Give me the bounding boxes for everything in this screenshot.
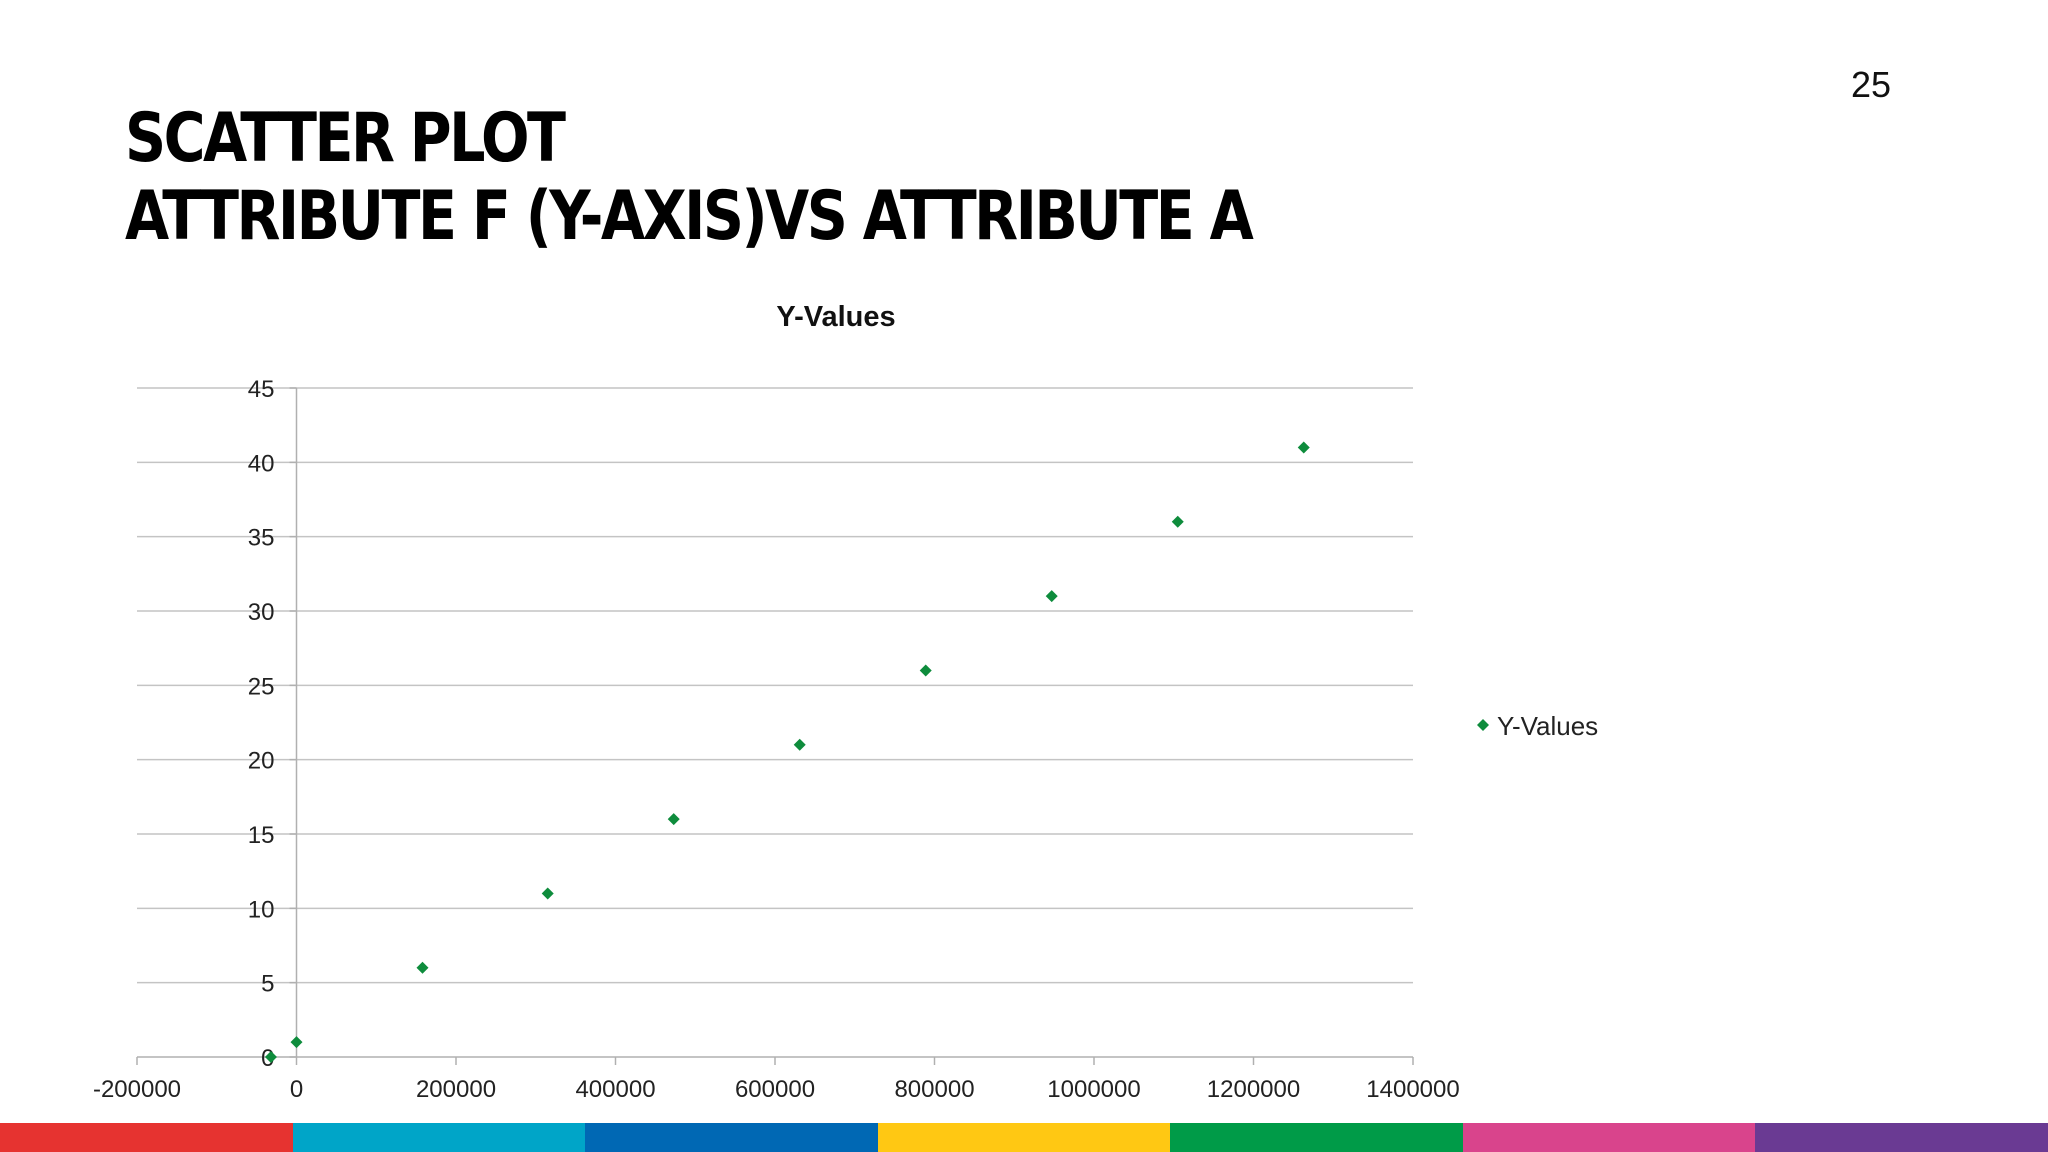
data-point (1171, 515, 1184, 528)
slide-title-line-1: SCATTER PLOT (125, 99, 566, 178)
legend-label: Y-Values (1497, 711, 1598, 741)
x-tick-label: 1000000 (1047, 1076, 1140, 1103)
x-tick-label: 400000 (575, 1076, 655, 1103)
axes (136, 387, 1414, 1065)
y-tick-label: 5 (261, 971, 274, 998)
slide-number: 25 (1851, 64, 1892, 105)
x-tick-label: 1400000 (1366, 1076, 1459, 1103)
data-point (541, 887, 554, 900)
data-point (667, 813, 680, 826)
y-tick-label: 25 (248, 673, 275, 700)
y-tick-label: 15 (248, 822, 275, 849)
y-tick-label: 20 (248, 748, 275, 775)
footer-color-segment (0, 1123, 293, 1152)
legend: Y-Values (1477, 711, 1598, 741)
legend-marker (1477, 719, 1489, 731)
data-point (1297, 441, 1310, 454)
x-tick-label: 600000 (735, 1076, 815, 1103)
y-tick-label: 40 (248, 450, 275, 477)
data-point (919, 664, 932, 677)
data-point (416, 961, 429, 974)
x-tick-label: 200000 (416, 1076, 496, 1103)
x-tick-label: 0 (290, 1076, 303, 1103)
chart-title: Y-Values (776, 301, 895, 333)
footer-color-bar (0, 1123, 2048, 1152)
data-point (1045, 590, 1058, 603)
slide-title: SCATTER PLOT ATTRIBUTE F (Y-AXIS)VS ATTR… (125, 99, 1254, 256)
footer-color-segment (877, 1123, 1171, 1152)
slide-title-line-2: ATTRIBUTE F (Y-AXIS)VS ATTRIBUTE A (125, 177, 1254, 256)
tick-labels: 051015202530354045-200000020000040000060… (93, 376, 1460, 1103)
data-point (264, 1051, 277, 1063)
footer-color-segment (1755, 1123, 2048, 1152)
y-tick-label: 35 (248, 525, 275, 552)
footer-color-segment (292, 1123, 586, 1152)
x-tick-label: 800000 (894, 1076, 974, 1103)
data-point (793, 738, 806, 751)
gridlines (137, 387, 1413, 984)
y-tick-label: 45 (248, 376, 275, 403)
y-tick-label: 10 (248, 896, 275, 923)
data-points (264, 441, 1310, 1063)
data-point (290, 1036, 303, 1049)
footer-color-segment (1170, 1123, 1463, 1152)
footer-color-segment (585, 1123, 878, 1152)
footer-color-segment (1462, 1123, 1756, 1152)
y-tick-label: 30 (248, 599, 275, 626)
x-tick-label: 1200000 (1207, 1076, 1300, 1103)
x-tick-label: -200000 (93, 1076, 181, 1103)
